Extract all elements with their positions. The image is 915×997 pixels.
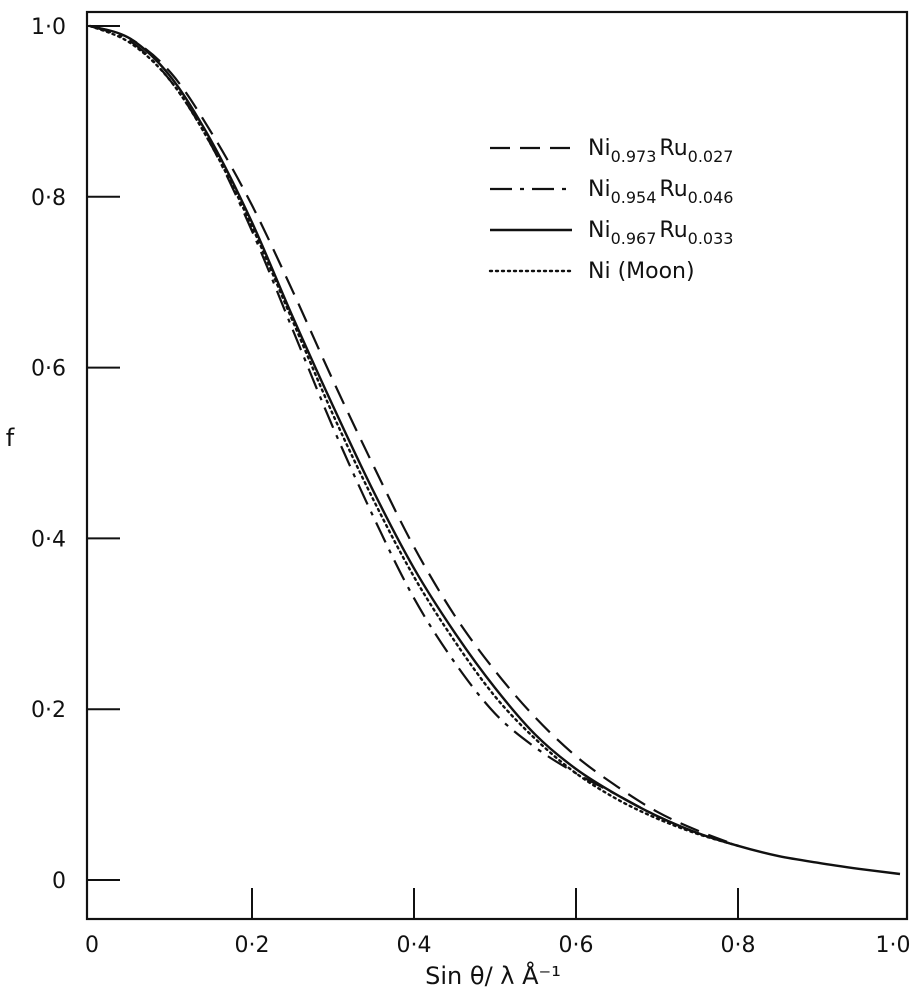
ticks: 0 0·2 0·4 0·6 0·8 1·0 0 0·2 0·4 0·6 0·8 1·0 — [31, 15, 911, 958]
legend-label: Ni (Moon) — [588, 259, 695, 284]
legend-subscript: 0.027 — [688, 147, 734, 166]
legend-label: Ni0.954 Ru0.046 — [588, 177, 733, 207]
legend-label: Ni0.973 Ru0.027 — [588, 136, 733, 166]
series-line-ni0-973ru0-027 — [89, 24, 739, 847]
plot-frame — [85, 10, 909, 921]
y-tick-label: 0·6 — [31, 357, 66, 382]
y-tick-label: 0·4 — [31, 527, 66, 552]
series-line-ni-moon — [88, 24, 740, 847]
y-axis-label: f — [6, 424, 15, 452]
x-tick-label: 1·0 — [876, 933, 911, 958]
y-tick-label: 0·8 — [31, 186, 66, 211]
legend-base: Ni (Moon) — [588, 259, 695, 284]
legend-label: Ni0.967 Ru0.033 — [588, 218, 733, 248]
legend-base: Ni — [588, 136, 611, 161]
x-tick-label: 0 — [85, 933, 99, 958]
x-tick-label: 0·6 — [559, 933, 594, 958]
legend-base: Ni — [588, 177, 611, 202]
legend-subscript: 0.973 — [611, 147, 657, 166]
x-tick-label: 0·4 — [397, 933, 432, 958]
legend-base: Ni — [588, 218, 611, 243]
legend-subscript: 0.046 — [688, 188, 734, 207]
y-tick-label: 0 — [52, 869, 66, 894]
series-layer — [88, 24, 901, 876]
x-tick-label: 0·8 — [721, 933, 756, 958]
x-axis-label: Sin θ/ λ Å⁻¹ — [425, 961, 561, 990]
series-line-ni0-967ru0-033 — [89, 24, 901, 876]
legend-subscript: 0.954 — [611, 188, 657, 207]
legend-subscript: 0.967 — [611, 229, 657, 248]
y-tick-label: 0·2 — [31, 698, 66, 723]
legend-base: Ru — [659, 136, 687, 161]
y-tick-label: 1·0 — [31, 15, 66, 40]
legend-base: Ru — [659, 177, 687, 202]
x-tick-label: 0·2 — [235, 933, 270, 958]
legend-base: Ru — [659, 218, 687, 243]
legend-subscript: 0.033 — [688, 229, 734, 248]
